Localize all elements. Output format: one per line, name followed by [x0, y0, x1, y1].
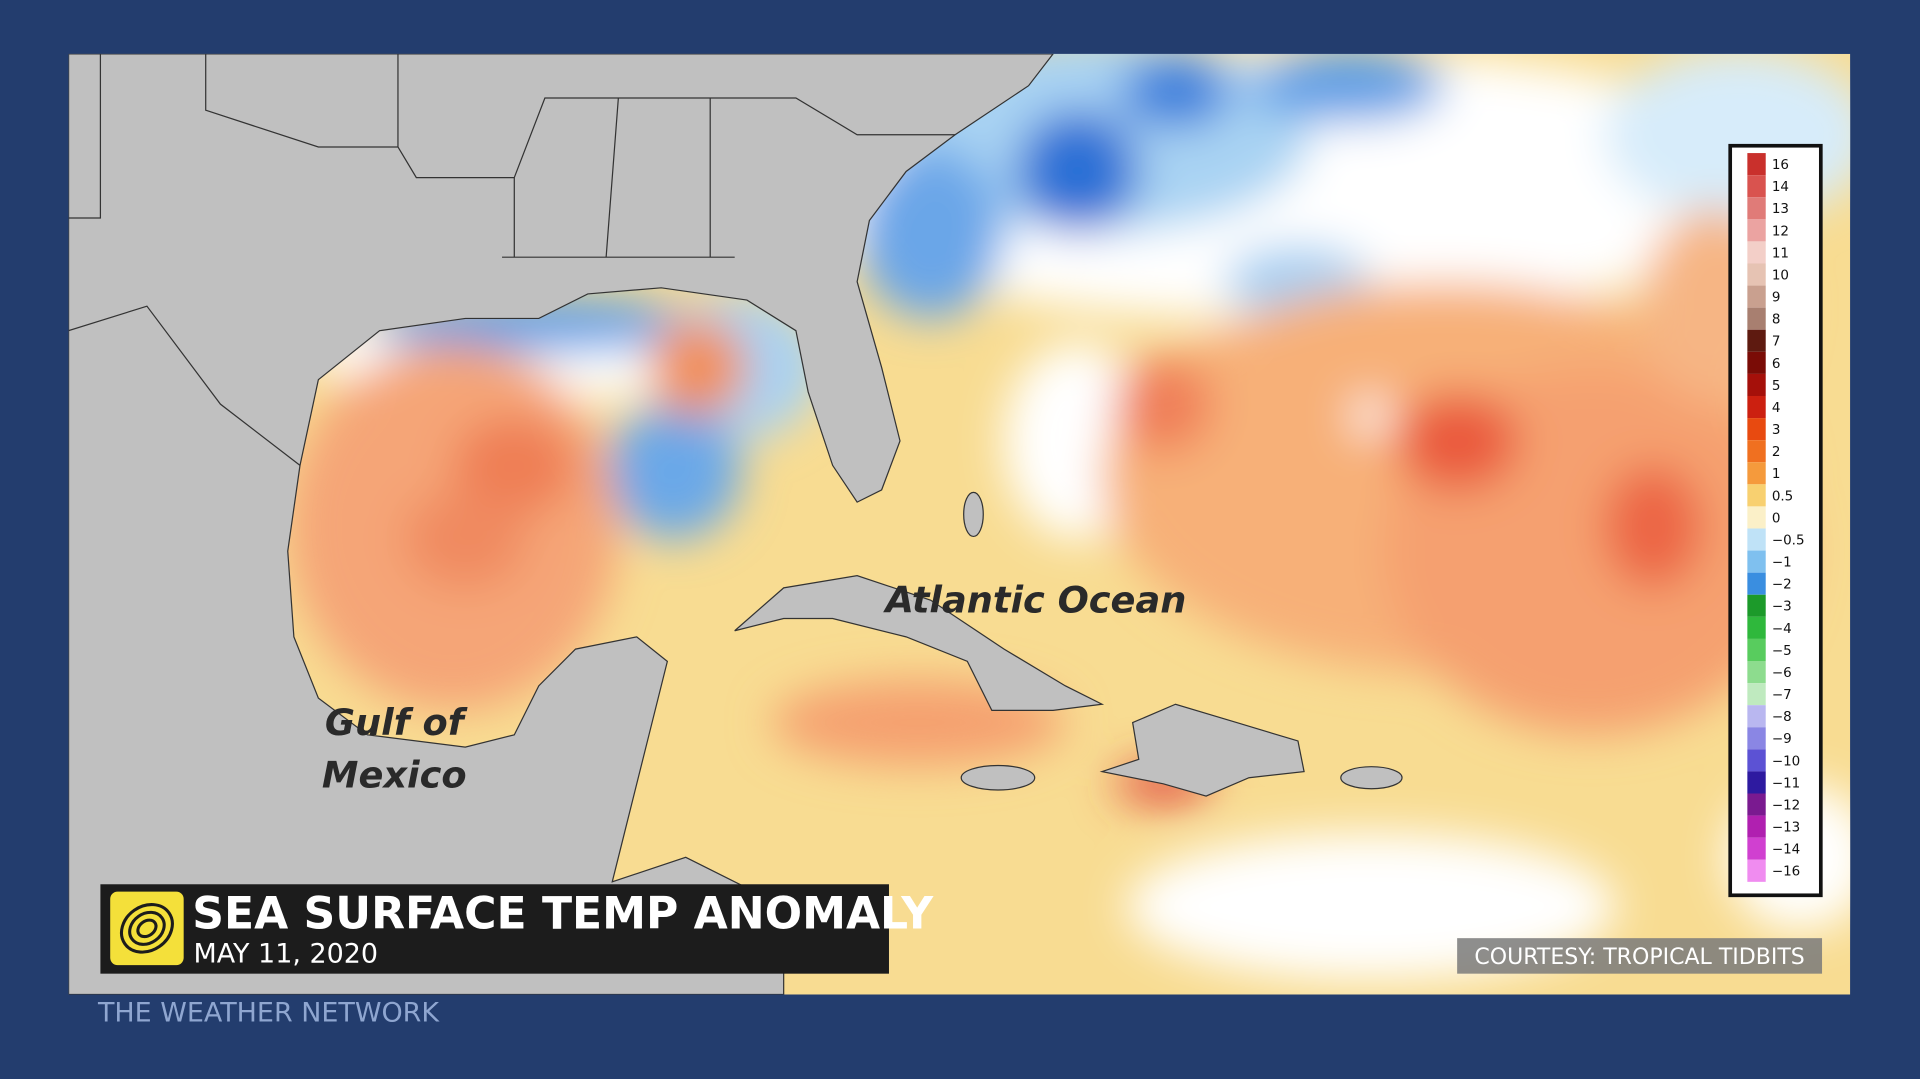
legend-label: −13: [1772, 820, 1800, 836]
legend-swatch: [1747, 241, 1766, 264]
legend: 16 14 13 12 11 10 9 8 7 6 5 4 3 2 1 0.5 0 −0.5 −1 −2 −3 −4 −5 −…: [1728, 143, 1823, 898]
legend-swatch: [1747, 616, 1766, 639]
legend-label: −3: [1772, 599, 1792, 615]
legend-label: −12: [1772, 797, 1800, 813]
legend-swatch: [1747, 395, 1766, 419]
legend-swatch: [1747, 660, 1766, 684]
legend-label: −4: [1772, 621, 1792, 637]
legend-swatch: [1747, 727, 1766, 750]
legend-label: 8: [1772, 312, 1781, 328]
legend-swatch: [1747, 197, 1766, 220]
legend-label: 10: [1772, 267, 1789, 283]
legend-label: −16: [1772, 864, 1800, 880]
legend-label: −11: [1772, 775, 1800, 791]
legend-swatch: [1747, 859, 1766, 882]
legend-swatch: [1747, 307, 1766, 330]
legend-swatch: [1747, 683, 1766, 706]
legend-label: −1: [1772, 555, 1792, 571]
credit-bg: [1457, 938, 1823, 974]
legend-swatch: [1747, 484, 1766, 507]
legend-box: [1728, 143, 1823, 898]
legend-swatch: [1747, 749, 1766, 772]
legend-label: −8: [1772, 709, 1792, 725]
anomaly-field: [68, 53, 1851, 980]
legend-swatch: [1747, 373, 1766, 396]
legend-label: 14: [1772, 179, 1789, 195]
banner-date: MAY 11, 2020: [193, 939, 378, 970]
gulf-label: Gulf of: [325, 701, 468, 744]
legend-label: 13: [1772, 201, 1789, 217]
legend-label: −2: [1772, 577, 1792, 593]
legend-label: −5: [1772, 643, 1792, 659]
legend-label: −0.5: [1772, 532, 1805, 548]
legend-swatch: [1747, 219, 1766, 242]
state-borders: [68, 53, 956, 466]
legend-swatch: [1747, 705, 1766, 728]
legend-label: −10: [1772, 753, 1800, 769]
legend-label: 4: [1772, 400, 1781, 416]
banner-title: SEA SURFACE TEMP ANOMALY: [192, 888, 934, 939]
legend-swatch: [1747, 594, 1766, 617]
brand: THE WEATHER NETWORK: [97, 997, 440, 1028]
legend-label: 3: [1772, 422, 1781, 438]
legend-swatch: [1747, 263, 1766, 286]
legend-label: 12: [1772, 223, 1789, 239]
legend-swatch: [1747, 815, 1766, 838]
legend-swatch: [1747, 462, 1766, 485]
map: Atlantic Ocean Gulf of Mexico: [68, 53, 1851, 995]
legend-label: −9: [1772, 731, 1792, 747]
legend-swatch: [1747, 572, 1766, 595]
legend-swatch: [1747, 175, 1766, 198]
legend-swatch: [1747, 418, 1766, 441]
logo-mark: [119, 903, 174, 954]
legend-swatch: [1747, 638, 1766, 661]
legend-label: 5: [1772, 378, 1781, 394]
legend-label: −7: [1772, 687, 1792, 703]
legend-swatch: [1747, 550, 1766, 573]
legend-label: 1: [1772, 466, 1781, 482]
legend-label: −6: [1772, 665, 1792, 681]
legend-label: 7: [1772, 334, 1781, 350]
legend-swatch: [1747, 285, 1766, 308]
legend-label: 16: [1772, 157, 1789, 173]
banner: SEA SURFACE TEMP ANOMALY MAY 11, 2020: [100, 884, 934, 974]
legend-label: 6: [1772, 356, 1781, 372]
banner-bg: [100, 884, 889, 974]
land: [68, 53, 1403, 995]
legend-label: 0: [1772, 510, 1781, 526]
legend-swatch: [1747, 837, 1766, 860]
legend-swatch: [1747, 506, 1766, 529]
legend-label: 9: [1772, 290, 1781, 306]
legend-swatch: [1747, 351, 1766, 374]
legend-swatch: [1747, 793, 1766, 816]
legend-swatch: [1747, 440, 1766, 463]
legend-label: 11: [1772, 245, 1789, 261]
legend-label: −14: [1772, 842, 1800, 858]
legend-swatch: [1747, 771, 1766, 794]
gulf-label: Mexico: [322, 754, 467, 797]
legend-swatch: [1747, 528, 1766, 551]
legend-label: 2: [1772, 444, 1781, 460]
credit: COURTESY: TROPICAL TIDBITS: [1474, 945, 1804, 970]
legend-swatch: [1747, 329, 1766, 352]
ocean-label: Atlantic Ocean: [882, 578, 1186, 621]
legend-swatch: [1747, 153, 1766, 176]
legend-label: 0.5: [1772, 488, 1793, 504]
